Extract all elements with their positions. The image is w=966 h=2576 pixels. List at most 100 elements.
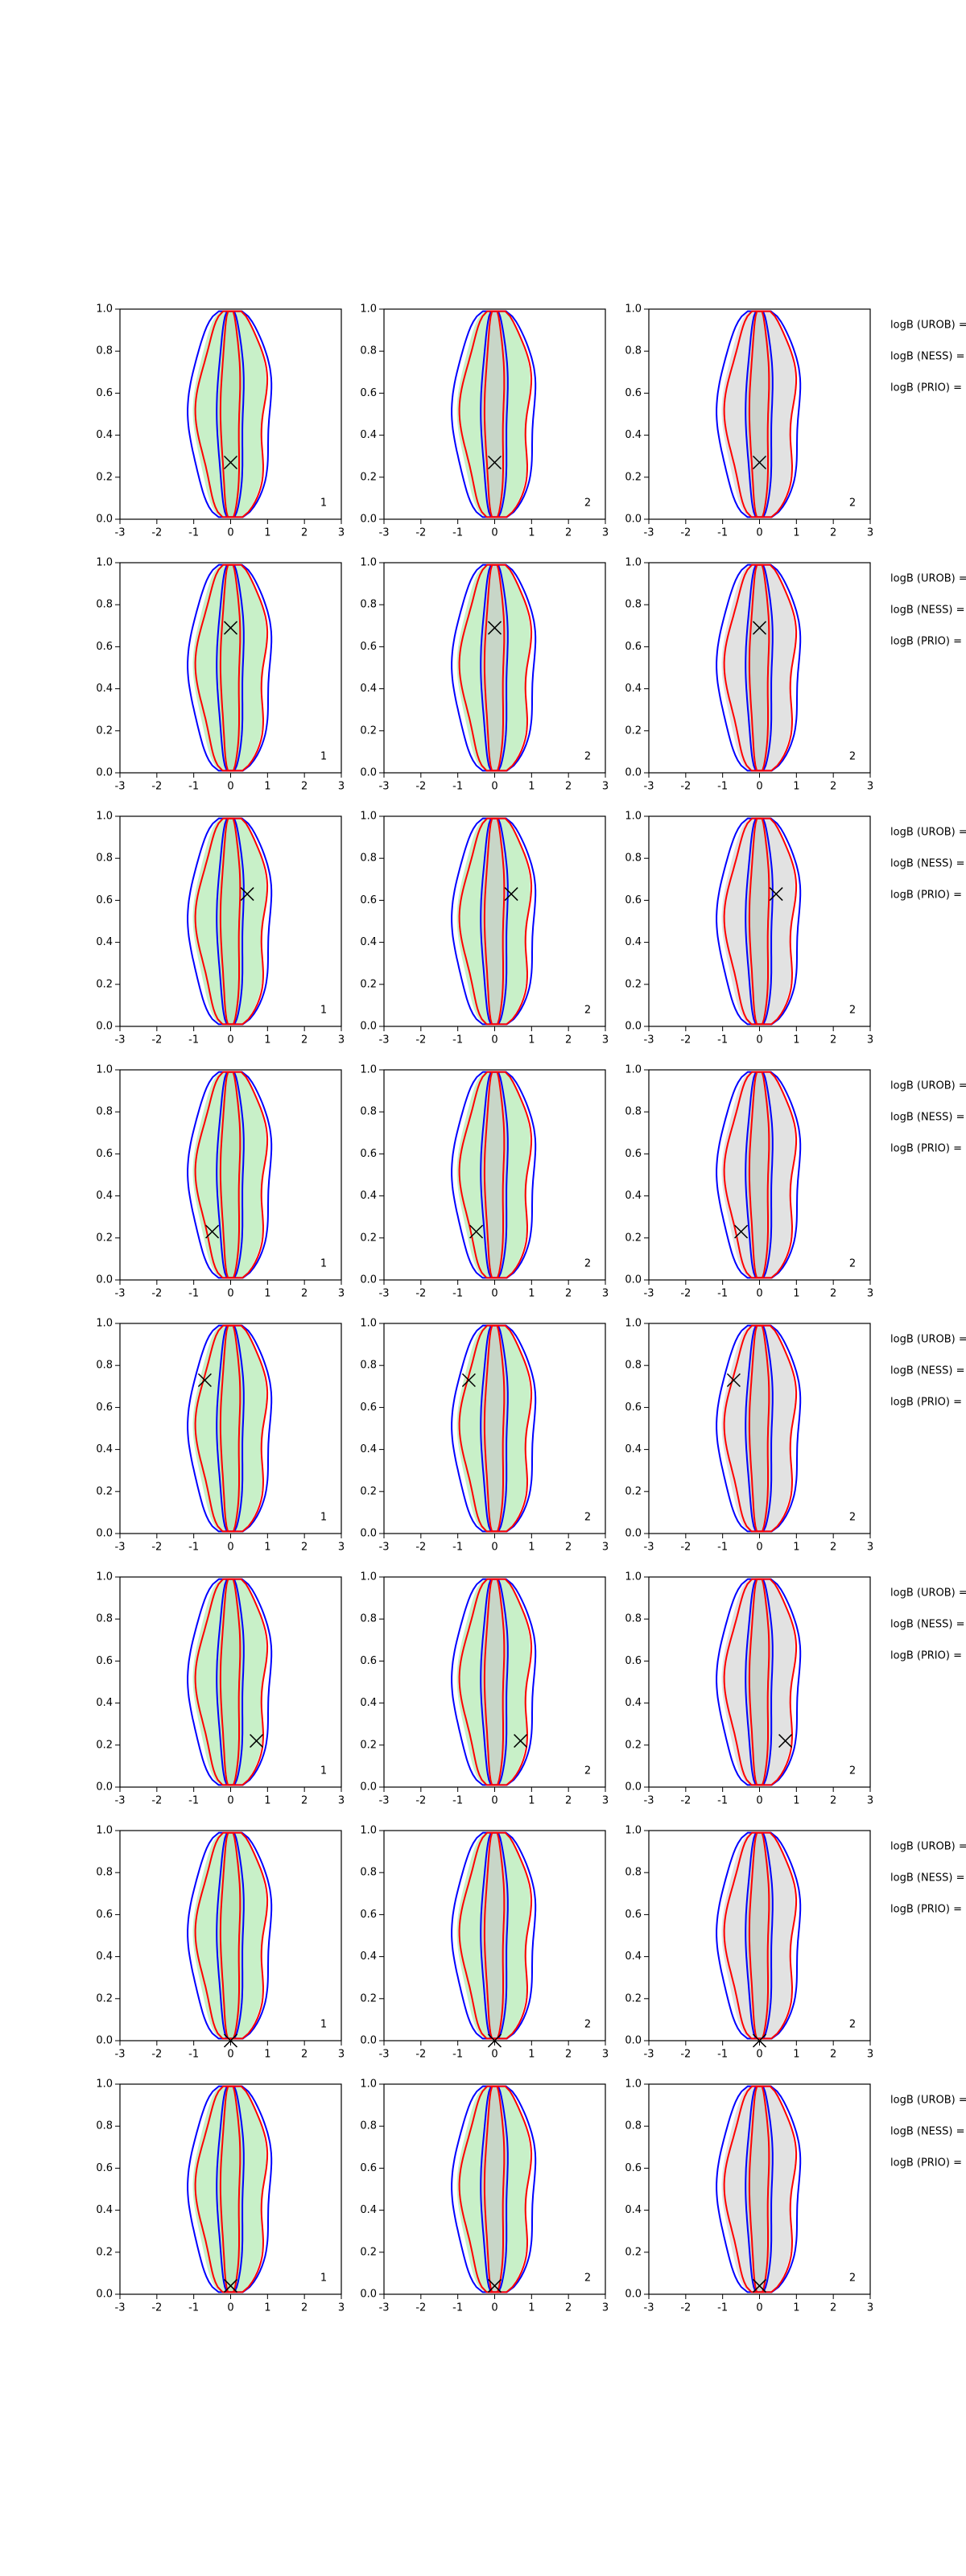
marker [487,455,502,470]
x-tick-label: 3 [867,527,873,539]
y-tick-label: 0.4 [96,2204,113,2216]
side-note: logB (NESS) = [890,351,964,363]
x-tick-label: 1 [793,1795,799,1807]
x-tick-label: 3 [338,781,345,793]
x-tick-label: 3 [602,781,609,793]
y-tick-label: 0.6 [96,387,113,399]
marker [778,1734,793,1748]
panel-label: 2 [849,1258,856,1270]
contour-blue [716,2085,802,2293]
y-tick-label: 0.4 [360,936,377,948]
side-note: logB (UROB) = [890,320,966,332]
panel-label: 1 [320,1512,327,1524]
contour-red [194,564,269,772]
x-tick-label: -1 [717,527,728,539]
x-tick-label: -3 [115,1034,126,1046]
contour-red [723,1324,798,1533]
marker [223,621,238,635]
y-tick-label: 1.0 [96,557,113,569]
y-tick-label: 0.2 [96,2246,113,2258]
y-tick-label: 0.6 [360,387,377,399]
plot-area [187,1071,273,1279]
y-tick-label: 0.4 [96,1697,113,1709]
x-tick-label: -2 [680,2049,691,2061]
contour-red [483,817,506,1026]
y-tick-label: 0.8 [96,1360,113,1372]
x-tick-label: -1 [188,1795,199,1807]
contour-red [458,2085,533,2293]
x-tick-label: 1 [528,1288,535,1300]
side-note: logB (UROB) = [890,827,966,839]
panel-label: 2 [584,751,591,763]
panel-label: 2 [849,751,856,763]
x-tick-label: -1 [717,1288,728,1300]
y-tick-label: 0.0 [360,1274,377,1286]
x-tick-label: 2 [830,527,836,539]
x-tick-label: -3 [379,1288,390,1300]
x-tick-label: 1 [264,1288,270,1300]
y-tick-label: 0.0 [625,1274,642,1286]
x-tick-label: -2 [415,1795,426,1807]
x-tick-label: 0 [227,1542,233,1554]
y-tick-label: 0.4 [360,1951,377,1963]
x-tick-label: -3 [115,781,126,793]
x-tick-label: 2 [565,1795,572,1807]
y-tick-label: 0.2 [360,978,377,990]
x-tick-label: -1 [452,1795,463,1807]
side-note: logB (PRIO) = [890,1143,962,1155]
x-tick-label: -2 [415,781,426,793]
x-tick-label: 1 [528,781,535,793]
panel-label: 2 [584,1765,591,1777]
x-tick-label: -2 [151,2049,162,2061]
y-tick-label: 1.0 [625,1064,642,1076]
y-tick-label: 0.6 [625,1655,642,1667]
contour-red [483,310,506,518]
plot-area [716,817,802,1026]
x-tick-label: 0 [227,2049,233,2061]
x-tick-label: -1 [452,527,463,539]
y-tick-label: 1.0 [625,557,642,569]
contour-red [483,1578,506,1786]
x-tick-label: 1 [528,2049,535,2061]
x-tick-label: -1 [452,2302,463,2314]
marker [461,1373,476,1388]
x-tick-label: 0 [756,2302,762,2314]
x-tick-label: -3 [115,1288,126,1300]
contour-red [219,1831,242,2040]
x-tick-label: 0 [491,527,497,539]
y-tick-label: 0.2 [360,1992,377,2004]
y-tick-label: 0.0 [96,767,113,779]
contour-blue [187,310,273,518]
x-tick-label: -2 [151,527,162,539]
panel-label: 1 [320,751,327,763]
contour-red [723,564,798,772]
x-tick-label: 0 [756,1034,762,1046]
x-tick-label: 0 [227,1034,233,1046]
x-tick-label: 3 [602,1288,609,1300]
x-tick-label: -2 [415,527,426,539]
x-tick-label: -2 [151,2302,162,2314]
contour-red [723,817,798,1026]
plot-area [187,1324,273,1533]
x-tick-label: 2 [830,2302,836,2314]
x-tick-label: -3 [379,2302,390,2314]
contour-blue [187,817,273,1026]
x-tick-label: 3 [867,781,873,793]
y-tick-label: 0.6 [625,641,642,653]
y-tick-label: 0.0 [360,514,377,526]
y-tick-label: 0.6 [360,1148,377,1160]
y-tick-label: 0.6 [625,894,642,906]
x-tick-label: -3 [379,1034,390,1046]
contour-red [748,1324,770,1533]
y-tick-label: 0.8 [625,1613,642,1625]
y-tick-label: 0.4 [625,936,642,948]
x-tick-label: -2 [680,781,691,793]
x-tick-label: 2 [830,781,836,793]
panel-label: 2 [849,2273,856,2285]
side-note: logB (UROB) = [890,1080,966,1092]
x-tick-label: 3 [867,1288,873,1300]
x-tick-label: -2 [151,781,162,793]
x-tick-label: -1 [188,1034,199,1046]
x-tick-label: 1 [264,527,270,539]
x-tick-label: -1 [188,2049,199,2061]
